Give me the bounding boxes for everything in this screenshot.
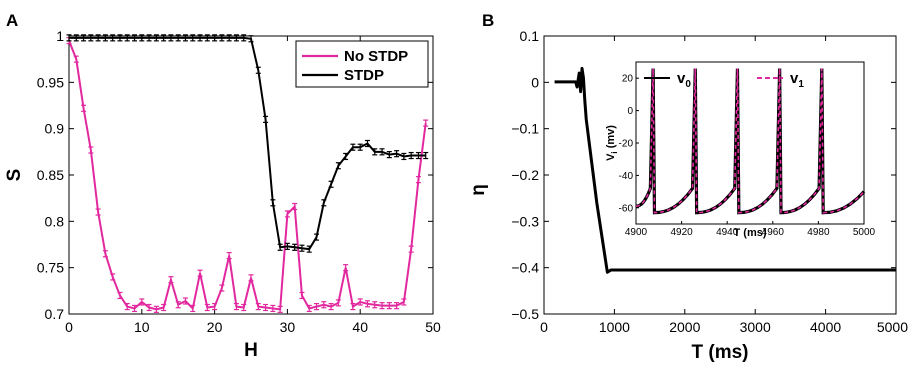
panel-a-x-axis-label: H <box>244 340 258 361</box>
panel-a-x-tick-label: 0 <box>65 319 73 335</box>
stdp-line <box>69 36 426 251</box>
inset-x-tick-label: 4940 <box>716 227 739 238</box>
inset-legend-label-v1: v1 <box>790 70 804 90</box>
panel-b-series <box>554 66 896 274</box>
panel-a-x-tick-label: 10 <box>134 319 150 335</box>
inset-x-tick-label: 4980 <box>807 227 830 238</box>
panel-b-ticks: 0 1000 2000 3000 4000 5000−0.5−0.4−0.3−0.2−0.… <box>511 28 908 335</box>
inset-y-tick-label: 20 <box>622 74 634 85</box>
panel-a-legend: No STDP STDP <box>295 40 429 88</box>
inset-x-tick-label: 4920 <box>670 227 693 238</box>
inset-y-tick-label: -60 <box>619 203 634 214</box>
inset-frame <box>635 61 865 225</box>
inset-y-tick-label: -20 <box>619 139 634 150</box>
panel-a-y-tick-label: 0.85 <box>37 167 64 183</box>
panel-a-y-tick-label: 0.7 <box>45 306 65 322</box>
panel-b-x-axis-label: T (ms) <box>692 342 749 363</box>
inset-legend: v0 v1 <box>644 70 804 90</box>
panel-b-y-tick-label: 0.1 <box>520 28 540 44</box>
panel-a-y-tick-label: 1 <box>56 28 64 44</box>
panel-a: A 0 10 20 30 40 50 0.7 0.75 0.8 0.85 0.9 0.95 1 No S… <box>4 11 441 361</box>
panel-b: B 0 1000 2000 3000 4000 5000−0.5−0.4−0.3−0.2−… <box>468 11 908 363</box>
panel-b-x-tick-label: 4000 <box>810 319 841 335</box>
panel-b-x-tick-label: 5000 <box>877 319 908 335</box>
inset-series <box>635 68 866 215</box>
panel-b-y-axis-label: η <box>468 184 489 196</box>
panel-a-y-axis-label: S <box>4 169 25 182</box>
panel-a-ticks: 0 10 20 30 40 50 0.7 0.75 0.8 0.85 0.9 0.95 1 <box>37 28 441 335</box>
no-stdp-line <box>68 40 427 311</box>
legend-label-no-stdp: No STDP <box>344 48 408 65</box>
panel-b-label: B <box>482 11 494 30</box>
inset-x-tick-label: 5000 <box>853 227 876 238</box>
panel-b-x-tick-label: 0 <box>540 319 548 335</box>
inset-legend-label-v0: v0 <box>677 70 691 90</box>
inset-x-tick-label: 4900 <box>625 227 648 238</box>
inset-x-axis-label: T (ms) <box>734 227 767 239</box>
legend-label-stdp: STDP <box>344 67 384 84</box>
panel-a-y-tick-label: 0.9 <box>45 121 65 137</box>
panel-a-x-tick-label: 40 <box>352 319 368 335</box>
panel-b-x-tick-label: 2000 <box>669 319 700 335</box>
inset-y-axis-label: Vi (mv) <box>605 125 619 161</box>
inset-x-tick-label: 4960 <box>762 227 785 238</box>
panel-a-y-tick-label: 0.75 <box>37 260 64 276</box>
panel-b-y-tick-label: −0.5 <box>511 306 539 322</box>
inset-ticks: 4900 4920 4940 4960 4980 5000 -60 -40 -20 0 20 <box>619 74 876 238</box>
inset-y-tick-label: 0 <box>627 106 633 117</box>
inset-y-tick-label: -40 <box>619 171 634 182</box>
legend-box <box>295 40 429 88</box>
panel-a-x-tick-label: 50 <box>425 319 441 335</box>
panel-b-y-tick-label: −0.4 <box>511 260 539 276</box>
panel-a-y-tick-label: 0.95 <box>37 74 64 90</box>
panel-b-x-tick-label: 3000 <box>740 319 771 335</box>
panel-a-x-tick-label: 20 <box>207 319 223 335</box>
panel-a-x-tick-label: 30 <box>280 319 296 335</box>
panel-b-x-tick-label: 1000 <box>599 319 630 335</box>
panel-b-y-tick-label: −0.2 <box>511 167 539 183</box>
panel-b-y-tick-label: −0.3 <box>511 213 539 229</box>
panel-a-y-tick-label: 0.8 <box>45 213 65 229</box>
v1-line <box>635 68 865 214</box>
eta-line <box>554 66 896 274</box>
panel-b-y-tick-label: 0 <box>531 74 539 90</box>
panel-a-series <box>66 34 429 313</box>
panel-a-label: A <box>6 11 18 30</box>
panel-b-y-tick-label: −0.1 <box>511 121 539 137</box>
